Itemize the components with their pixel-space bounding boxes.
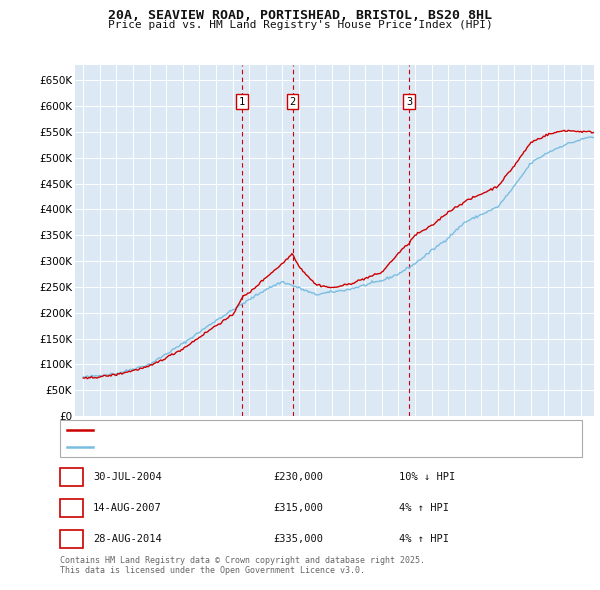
Text: Price paid vs. HM Land Registry's House Price Index (HPI): Price paid vs. HM Land Registry's House … xyxy=(107,20,493,30)
Text: 4% ↑ HPI: 4% ↑ HPI xyxy=(399,534,449,543)
Text: 10% ↓ HPI: 10% ↓ HPI xyxy=(399,473,455,482)
Text: £230,000: £230,000 xyxy=(273,473,323,482)
Text: £315,000: £315,000 xyxy=(273,503,323,513)
Text: 3: 3 xyxy=(406,97,412,107)
Text: 14-AUG-2007: 14-AUG-2007 xyxy=(93,503,162,513)
Text: 28-AUG-2014: 28-AUG-2014 xyxy=(93,534,162,543)
Text: 2: 2 xyxy=(68,503,74,513)
Text: 20A, SEAVIEW ROAD, PORTISHEAD, BRISTOL, BS20 8HL (detached house): 20A, SEAVIEW ROAD, PORTISHEAD, BRISTOL, … xyxy=(98,425,479,435)
Text: Contains HM Land Registry data © Crown copyright and database right 2025.
This d: Contains HM Land Registry data © Crown c… xyxy=(60,556,425,575)
Text: £335,000: £335,000 xyxy=(273,534,323,543)
Text: 1: 1 xyxy=(68,473,74,482)
Text: 20A, SEAVIEW ROAD, PORTISHEAD, BRISTOL, BS20 8HL: 20A, SEAVIEW ROAD, PORTISHEAD, BRISTOL, … xyxy=(108,9,492,22)
Text: 30-JUL-2004: 30-JUL-2004 xyxy=(93,473,162,482)
Text: 2: 2 xyxy=(289,97,296,107)
Text: 1: 1 xyxy=(239,97,245,107)
Text: 3: 3 xyxy=(68,534,74,543)
Text: 4% ↑ HPI: 4% ↑ HPI xyxy=(399,503,449,513)
Text: HPI: Average price, detached house, North Somerset: HPI: Average price, detached house, Nort… xyxy=(98,442,392,452)
